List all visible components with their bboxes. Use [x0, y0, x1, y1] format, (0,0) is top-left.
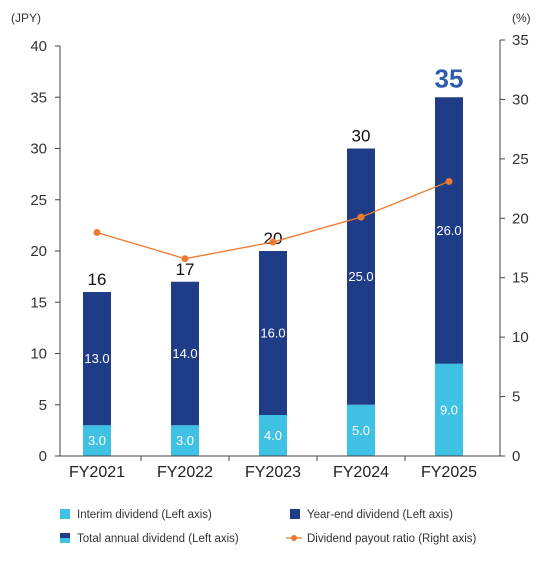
legend-swatch-year-end	[290, 509, 300, 519]
year-end-dividend-bar	[171, 281, 199, 426]
year-end-dividend-label: 16.0	[260, 326, 285, 341]
x-axis-category-label: FY2021	[69, 464, 125, 481]
legend-swatch-payout-point	[291, 535, 297, 541]
right-axis-tick-label: 30	[512, 91, 529, 108]
x-axis-category-label: FY2025	[421, 464, 477, 481]
right-axis-tick-label: 5	[512, 389, 520, 406]
legend-swatch-total-top	[60, 533, 70, 538]
interim-dividend-bar	[171, 425, 199, 456]
interim-dividend-label: 3.0	[88, 433, 106, 448]
total-dividend-label: 17	[176, 260, 195, 279]
left-axis-tick-label: 35	[30, 89, 47, 106]
interim-dividend-label: 3.0	[176, 433, 194, 448]
year-end-dividend-bar	[347, 148, 375, 405]
legend: Interim dividend (Left axis) Year-end di…	[60, 509, 477, 545]
x-axis-category-label: FY2022	[157, 464, 213, 481]
payout-ratio-point	[181, 255, 189, 263]
year-end-dividend-bar	[83, 292, 111, 426]
legend-item-total: Total annual dividend (Left axis)	[60, 533, 239, 545]
right-axis-tick-label: 0	[512, 448, 520, 465]
interim-dividend-label: 5.0	[352, 423, 370, 438]
right-axis-tick-label: 20	[512, 210, 529, 227]
payout-ratio-point	[269, 238, 277, 246]
x-axis-category-label: FY2023	[245, 464, 301, 481]
left-axis-tick-label: 5	[39, 397, 47, 414]
payout-ratio-point	[445, 177, 453, 185]
year-end-dividend-bar	[259, 251, 287, 415]
legend-item-interim: Interim dividend (Left axis)	[60, 509, 212, 521]
x-axis-category-label: FY2024	[333, 464, 389, 481]
interim-dividend-bar	[435, 363, 463, 456]
year-end-dividend-label: 26.0	[436, 223, 461, 238]
legend-item-payout-ratio: Dividend payout ratio (Right axis)	[286, 533, 477, 545]
right-axis-tick-label: 25	[512, 151, 529, 168]
total-dividend-label: 16	[88, 270, 107, 289]
left-axis-tick-label: 0	[39, 448, 47, 465]
legend-label-total: Total annual dividend (Left axis)	[77, 533, 239, 545]
total-dividend-label: 35	[435, 63, 464, 93]
year-end-dividend-label: 25.0	[348, 269, 373, 284]
right-axis-unit-label: (%)	[512, 11, 531, 25]
legend-label-payout-ratio: Dividend payout ratio (Right axis)	[307, 533, 477, 545]
legend-item-year-end: Year-end dividend (Left axis)	[290, 509, 453, 521]
legend-swatch-interim	[60, 509, 70, 519]
plot-area: 3.0 13.0 16 FY2021 3.0 14.0 17 FY2022 4.0 16.0 20 F…	[30, 32, 528, 481]
left-axis-tick-label: 10	[30, 346, 47, 363]
legend-swatch-total-bottom	[60, 538, 70, 543]
payout-ratio-point	[357, 213, 365, 221]
interim-dividend-bar	[259, 415, 287, 456]
left-axis-tick-label: 40	[30, 38, 47, 55]
left-axis-unit-label: (JPY)	[11, 11, 41, 25]
right-axis-tick-label: 35	[512, 32, 529, 49]
right-axis-tick-label: 15	[512, 270, 529, 287]
year-end-dividend-bar	[435, 97, 463, 364]
right-axis-tick-label: 10	[512, 329, 529, 346]
interim-dividend-label: 4.0	[264, 428, 282, 443]
legend-label-interim: Interim dividend (Left axis)	[77, 509, 212, 521]
left-axis-tick-label: 20	[30, 243, 47, 260]
interim-dividend-bar	[83, 425, 111, 456]
left-axis-tick-label: 30	[30, 141, 47, 158]
legend-label-year-end: Year-end dividend (Left axis)	[307, 509, 453, 521]
year-end-dividend-label: 13.0	[84, 351, 109, 366]
payout-ratio-point	[93, 229, 101, 237]
total-dividend-label: 30	[352, 127, 371, 146]
left-axis-tick-label: 25	[30, 192, 47, 209]
interim-dividend-label: 9.0	[440, 402, 458, 417]
interim-dividend-bar	[347, 404, 375, 456]
year-end-dividend-label: 14.0	[172, 346, 197, 361]
left-axis-tick-label: 15	[30, 294, 47, 311]
